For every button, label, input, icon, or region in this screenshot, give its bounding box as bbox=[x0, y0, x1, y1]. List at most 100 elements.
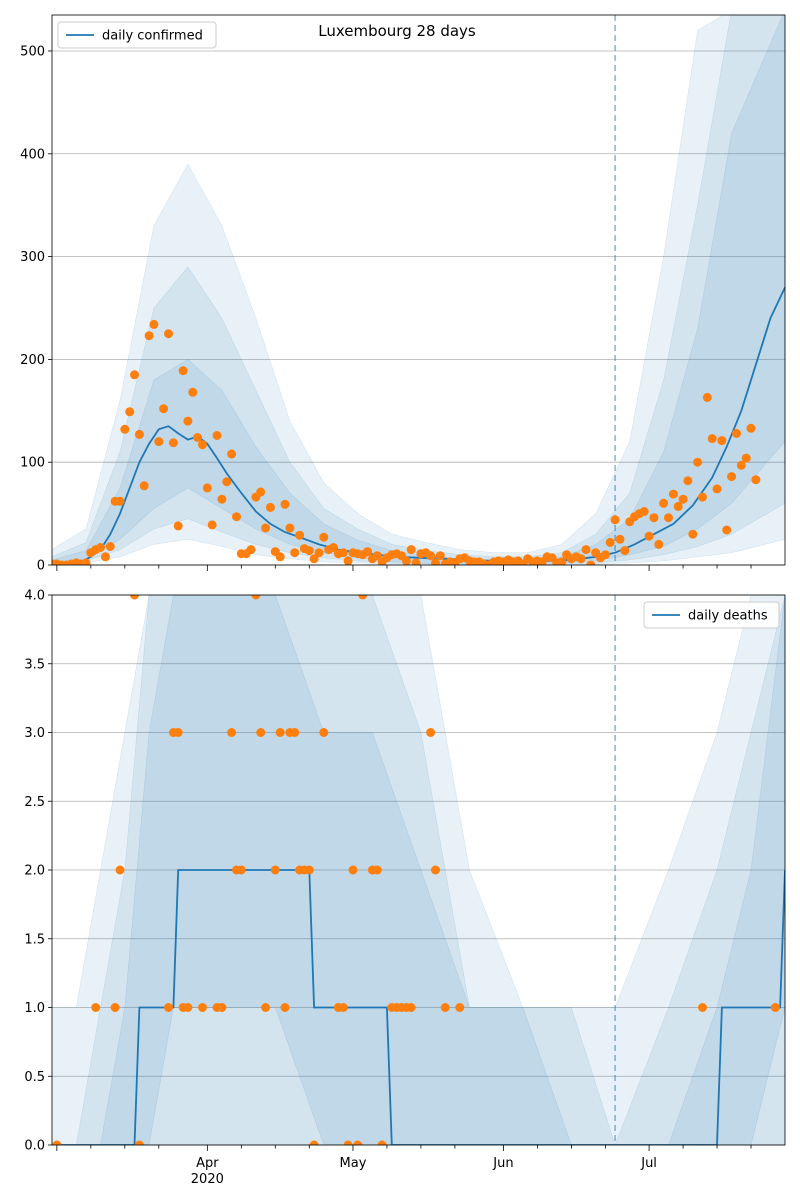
plot-area bbox=[52, 15, 785, 565]
y-tick-label: 3.0 bbox=[24, 726, 45, 741]
y-tick-label: 1.5 bbox=[24, 932, 45, 947]
data-point bbox=[164, 329, 173, 339]
data-point bbox=[761, 0, 770, 5]
x-tick-label: Jun bbox=[492, 1156, 513, 1171]
data-point bbox=[309, 554, 319, 564]
data-point bbox=[290, 728, 300, 737]
data-point bbox=[348, 865, 358, 875]
data-point bbox=[358, 595, 368, 600]
data-point bbox=[188, 387, 198, 397]
y-tick-label: 300 bbox=[20, 250, 45, 265]
data-point bbox=[168, 438, 178, 448]
data-point bbox=[270, 865, 280, 875]
data-point bbox=[343, 1140, 353, 1145]
data-point bbox=[261, 523, 271, 533]
data-point bbox=[431, 865, 440, 875]
data-point bbox=[615, 534, 625, 544]
data-point bbox=[426, 728, 436, 737]
data-point bbox=[193, 433, 203, 442]
data-point bbox=[678, 494, 688, 504]
data-point bbox=[406, 1003, 416, 1012]
model-line bbox=[52, 287, 785, 565]
data-point bbox=[110, 1003, 120, 1012]
data-point bbox=[776, 0, 785, 5]
data-point bbox=[435, 551, 445, 561]
y-tick-label: 2.0 bbox=[24, 864, 45, 879]
y-tick-label: 100 bbox=[20, 456, 45, 471]
data-point bbox=[154, 437, 164, 447]
data-point bbox=[285, 523, 295, 533]
y-tick-label: 0.5 bbox=[24, 1070, 45, 1085]
data-point bbox=[338, 548, 348, 558]
data-point bbox=[431, 558, 440, 565]
data-point bbox=[130, 595, 139, 600]
data-point bbox=[639, 507, 649, 516]
data-point bbox=[222, 477, 232, 487]
data-point bbox=[164, 1003, 173, 1012]
data-point bbox=[159, 404, 169, 414]
data-point bbox=[557, 557, 567, 565]
data-point bbox=[766, 0, 775, 5]
data-point bbox=[130, 370, 139, 380]
data-point bbox=[304, 865, 314, 875]
data-point bbox=[236, 865, 246, 875]
data-point bbox=[183, 1003, 193, 1012]
data-point bbox=[644, 531, 654, 541]
data-point bbox=[304, 546, 314, 556]
data-point bbox=[771, 0, 780, 5]
x-tick-label: Jul bbox=[640, 1156, 657, 1171]
data-point bbox=[440, 1003, 450, 1012]
data-point bbox=[120, 424, 130, 434]
y-tick-label: 2.5 bbox=[24, 795, 45, 810]
data-point bbox=[673, 501, 683, 511]
data-point bbox=[353, 1140, 363, 1145]
data-point bbox=[600, 550, 610, 560]
legend: daily deaths bbox=[643, 601, 780, 629]
data-point bbox=[314, 548, 324, 558]
data-point bbox=[343, 556, 353, 565]
data-point bbox=[232, 512, 241, 522]
data-point bbox=[751, 475, 761, 485]
data-point bbox=[105, 542, 115, 551]
data-point bbox=[256, 728, 266, 737]
legend-box bbox=[57, 21, 217, 49]
data-point bbox=[668, 489, 678, 499]
data-point bbox=[683, 476, 693, 486]
data-point bbox=[280, 1003, 290, 1012]
data-point bbox=[372, 551, 382, 561]
plot-frame bbox=[51, 14, 786, 566]
data-point bbox=[581, 545, 591, 555]
data-point bbox=[309, 1140, 319, 1145]
data-point bbox=[198, 440, 207, 450]
legend-label: daily deaths bbox=[688, 609, 768, 624]
data-point bbox=[207, 520, 217, 530]
plot-frame bbox=[51, 594, 786, 1146]
x-tick-label: May bbox=[340, 1156, 367, 1171]
data-point bbox=[363, 547, 372, 557]
data-point bbox=[217, 1003, 227, 1012]
data-point bbox=[280, 499, 290, 509]
data-point bbox=[707, 434, 717, 444]
confirmed-panel: 0 100 200 300 400 500 daily confirmed bbox=[20, 0, 786, 574]
data-point bbox=[605, 537, 615, 547]
data-point bbox=[717, 436, 727, 446]
data-point bbox=[664, 513, 673, 523]
data-point bbox=[411, 558, 421, 565]
y-tick-label: 4.0 bbox=[24, 589, 45, 604]
data-point bbox=[52, 1140, 62, 1145]
data-point bbox=[722, 525, 732, 535]
data-point bbox=[338, 1003, 348, 1012]
y-tick-label: 0.0 bbox=[24, 1139, 45, 1154]
data-point bbox=[654, 539, 664, 549]
y-tick-label: 3.5 bbox=[24, 657, 45, 672]
data-point bbox=[610, 515, 620, 525]
data-point bbox=[212, 431, 222, 440]
data-point bbox=[115, 865, 125, 875]
data-point bbox=[261, 1003, 271, 1012]
data-point bbox=[295, 530, 305, 540]
data-point bbox=[377, 1140, 387, 1145]
data-point bbox=[712, 484, 722, 494]
data-point bbox=[736, 460, 746, 470]
data-point bbox=[96, 543, 105, 552]
